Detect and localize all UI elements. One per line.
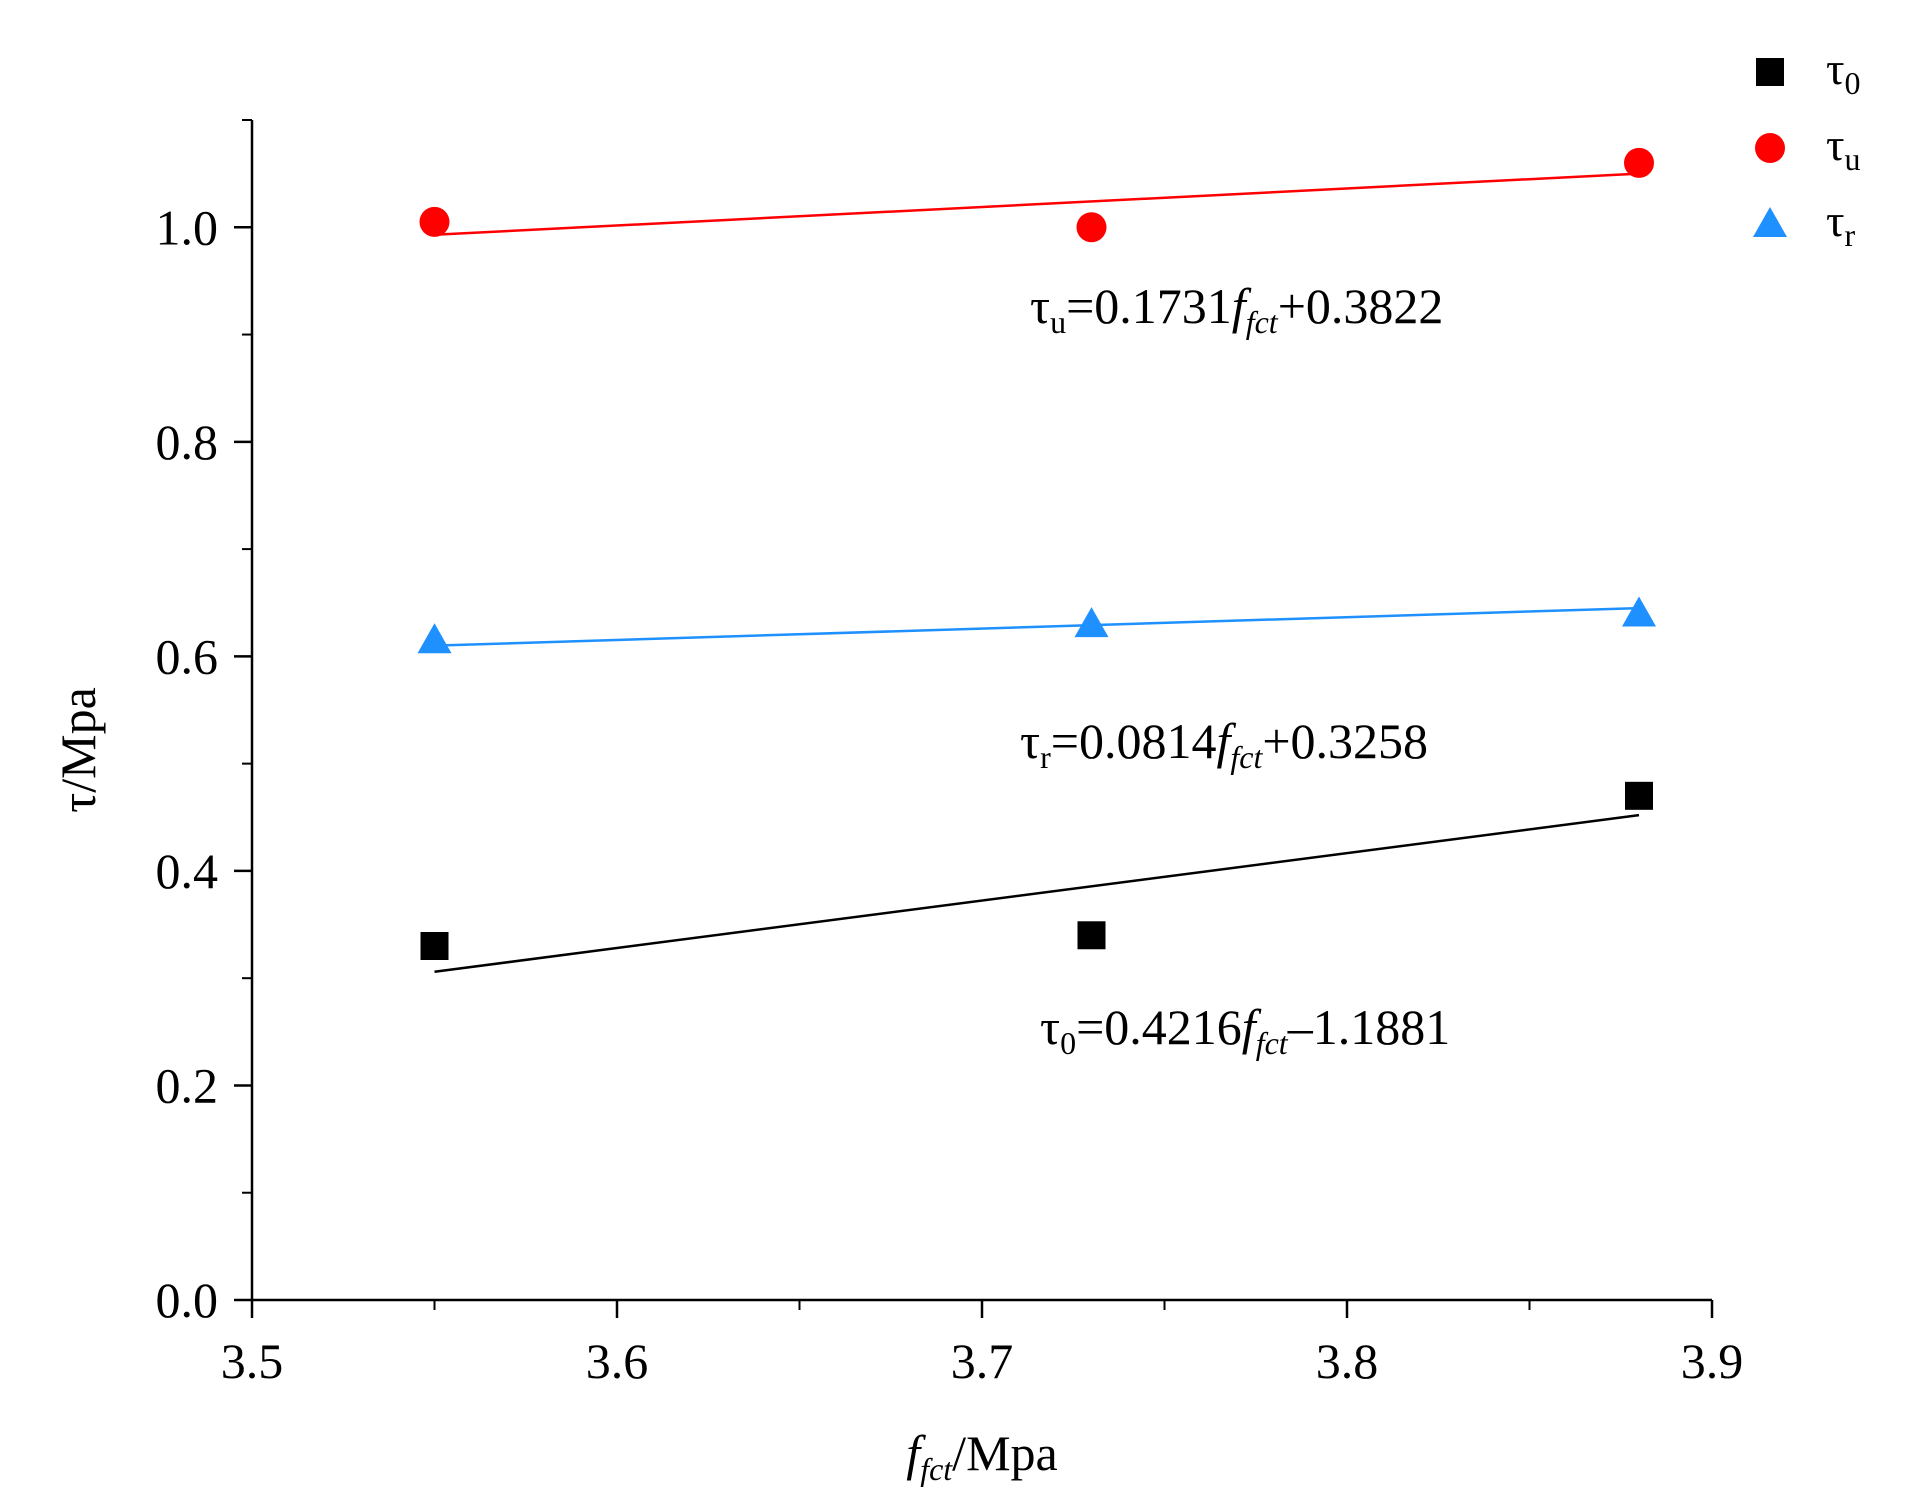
point-tauu-2 xyxy=(1624,147,1654,178)
equation-taur: τr=0.0814ffct+0.3258 xyxy=(1020,713,1428,775)
y-tick-label: 0.6 xyxy=(156,628,219,684)
x-tick-label: 3.5 xyxy=(221,1333,284,1389)
x-tick-label: 3.8 xyxy=(1316,1333,1379,1389)
x-axis-title: ffct/Mpa xyxy=(906,1425,1057,1487)
y-tick-label: 0.8 xyxy=(156,414,219,470)
legend-label-tau0: τ0 xyxy=(1826,43,1861,101)
legend-label-tauu: τu xyxy=(1826,119,1861,177)
point-taur-1 xyxy=(1074,607,1109,638)
legend-marker-tauu xyxy=(1755,133,1785,163)
legend-marker-taur xyxy=(1753,207,1787,237)
point-taur-2 xyxy=(1622,596,1656,627)
fit-equations: τ0=0.4216ffct–1.1881 τu=0.1731ffct+0.3822… xyxy=(1020,278,1450,1061)
x-tick-label: 3.9 xyxy=(1681,1333,1744,1389)
fit-line-tau0 xyxy=(434,813,1640,973)
y-tick-label: 0.2 xyxy=(156,1057,219,1113)
y-tick-label: 1.0 xyxy=(156,199,219,255)
legend-label-taur: τr xyxy=(1826,195,1856,253)
fit-line-tauu xyxy=(434,172,1640,237)
y-tick-label: 0.0 xyxy=(156,1272,219,1328)
equation-tau0: τ0=0.4216ffct–1.1881 xyxy=(1040,999,1450,1061)
x-tick-label: 3.6 xyxy=(586,1333,649,1389)
point-tauu-1 xyxy=(1076,212,1107,243)
legend: τ0 τu τr xyxy=(1753,43,1861,253)
legend-marker-tau0 xyxy=(1756,58,1784,86)
y-axis-title: τ/Mpa xyxy=(50,687,106,813)
point-tau0-0 xyxy=(420,932,449,960)
axes: 3.5 3.6 3.7 3.8 3.9 0.0 0.2 0.4 0.6 0.8 1.0 ffct/Mp… xyxy=(50,119,1744,1487)
point-tau0-2 xyxy=(1625,781,1653,810)
fit-line-taur xyxy=(434,606,1640,647)
point-tau0-1 xyxy=(1077,921,1106,950)
data-points xyxy=(417,147,1656,960)
point-taur-0 xyxy=(417,623,452,654)
fit-lines xyxy=(434,172,1640,973)
y-tick-label: 0.4 xyxy=(156,843,219,899)
x-tick-label: 3.7 xyxy=(951,1333,1014,1389)
equation-tauu: τu=0.1731ffct+0.3822 xyxy=(1030,278,1443,340)
point-tauu-0 xyxy=(419,206,450,237)
